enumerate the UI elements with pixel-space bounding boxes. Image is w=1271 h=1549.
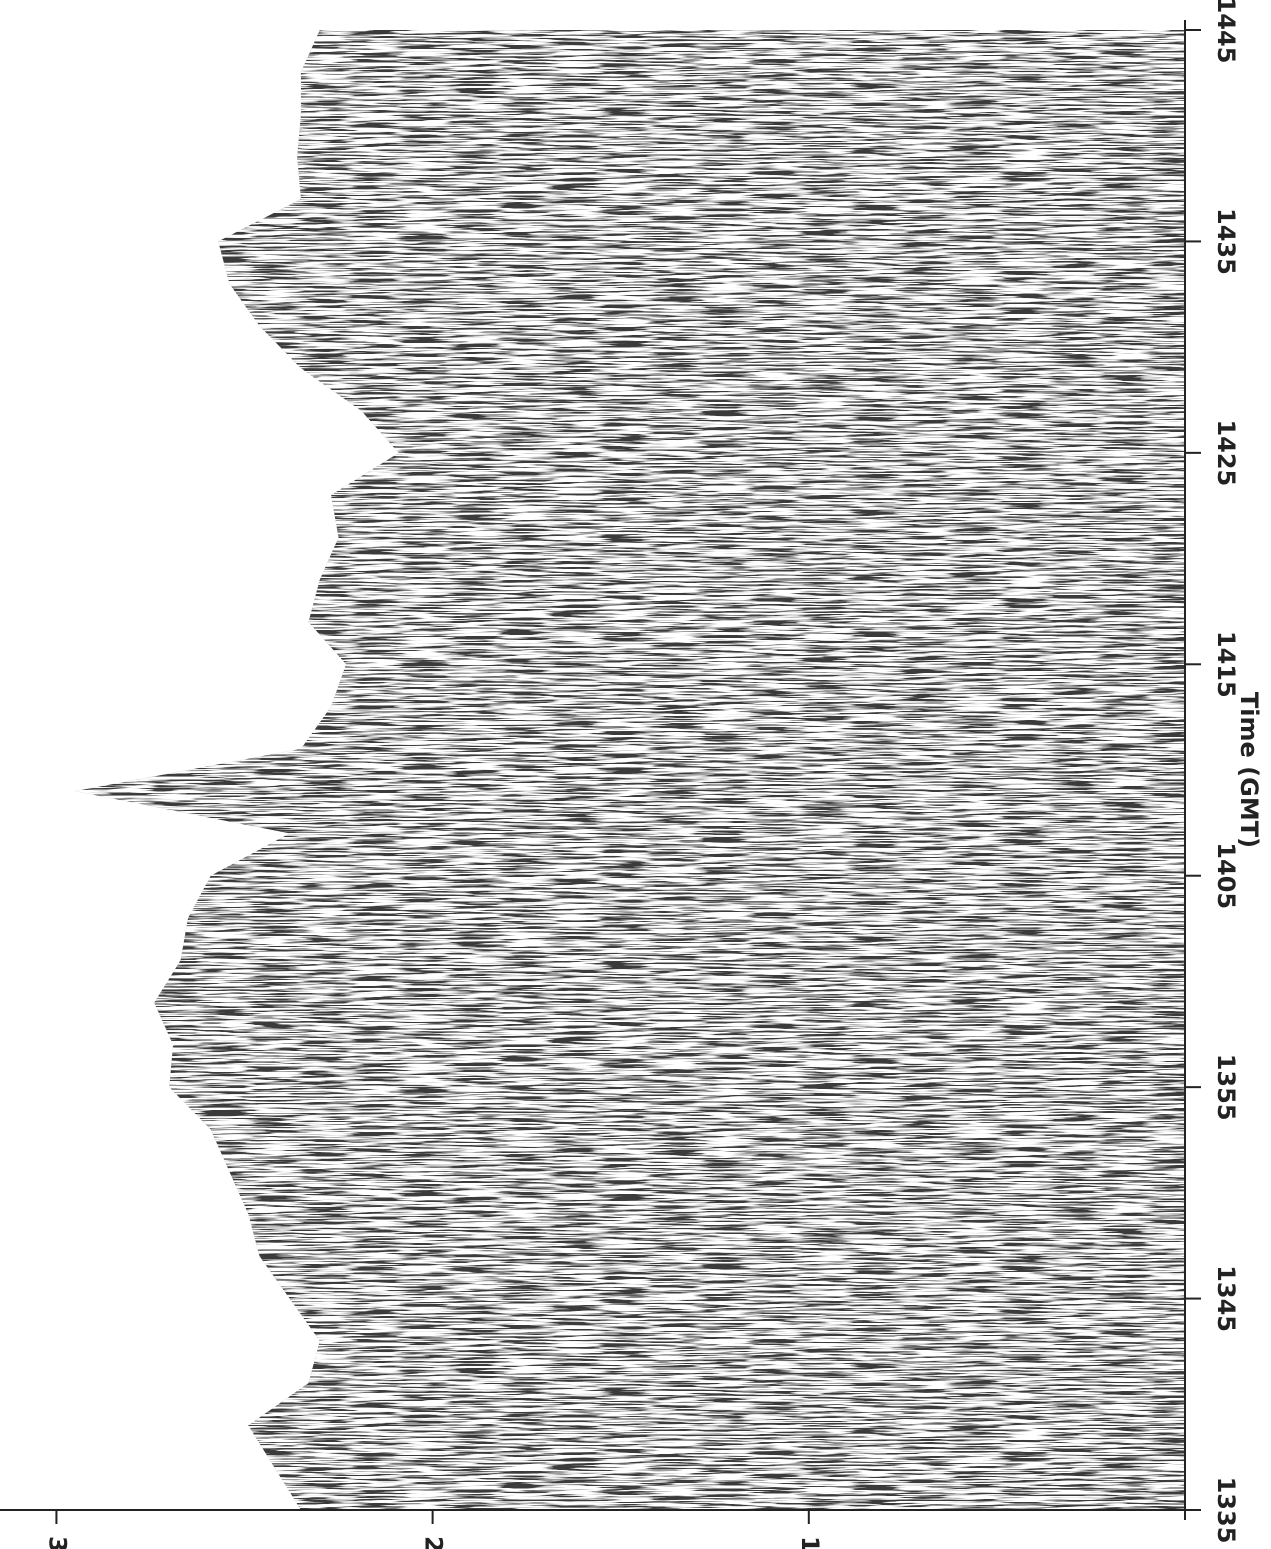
y-tick-label: 100 bbox=[796, 1536, 824, 1549]
x-tick-label: 1415 bbox=[1212, 631, 1240, 698]
area bbox=[75, 30, 1185, 1510]
x-tick-label: 1445 bbox=[1212, 0, 1240, 63]
y-tick-label: 300 bbox=[43, 1536, 71, 1549]
x-tick-label: 1405 bbox=[1212, 842, 1240, 909]
chart: Time (GMT) 1335 1345 1355 1405 1415 1425 1435 1… bbox=[0, 0, 1271, 1549]
x-tick-label: 1435 bbox=[1212, 208, 1240, 275]
y-tick-label: 200 bbox=[420, 1536, 448, 1549]
x-tick-label: 1345 bbox=[1212, 1265, 1240, 1332]
x-tick-label: 1335 bbox=[1212, 1477, 1240, 1544]
x-axis-label: Time (GMT) bbox=[1235, 692, 1263, 848]
x-tick-label: 1425 bbox=[1212, 419, 1240, 486]
x-tick-label: 1355 bbox=[1212, 1054, 1240, 1121]
